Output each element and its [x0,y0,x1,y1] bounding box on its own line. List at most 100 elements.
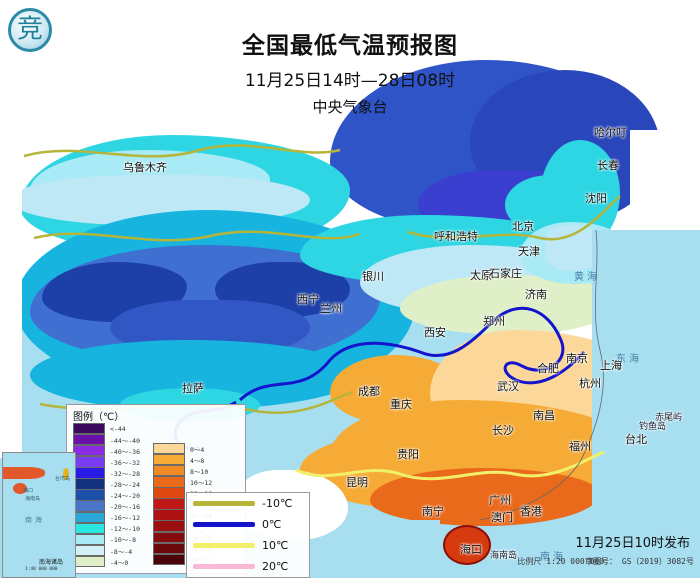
city-label: 西宁 [297,293,319,306]
contour-legend-row: 10℃ [187,535,309,556]
city-label: 上海 [600,359,622,372]
legend-range-label: 0～4 [190,445,205,454]
legend-swatch [73,500,105,512]
city-label: 成都 [358,385,380,398]
logo-ring [8,8,52,52]
field-hainan-red [443,525,491,565]
legend-cold-column: <-44 -44～-40 -40～-36 -36～-32 -32～-28 -28～-24 -… [73,422,140,568]
legend-swatch [153,542,185,555]
city-label: 石家庄 [489,267,522,280]
coastline [479,229,604,521]
legend-swatch [73,467,105,479]
legend-range-label: -44～-40 [110,436,140,445]
city-label: 乌鲁木齐 [123,161,167,174]
field-northchina-green [400,275,620,335]
contour-legend-line [193,564,255,569]
contour-minus10c-ne [407,195,621,241]
city-label: 兰州 [320,302,342,315]
contour-legend-label: 0℃ [262,518,282,531]
contour-legend-label: 20℃ [262,560,289,573]
city-label: 天津 [518,245,540,258]
legend-range-label: -8～-4 [110,547,133,556]
ocean-mask-nw [0,0,700,58]
legend-swatch [73,511,105,524]
contour-legend-line [193,501,255,506]
city-label: 合肥 [537,362,559,375]
legend-row: 10～12 [153,476,213,488]
legend-row: -10～-8 [73,533,140,546]
inset-hainan-land [13,483,27,494]
contour-legend-row: 0℃ [187,514,309,535]
legend-swatch [153,498,185,510]
legend-row: 8～10 [153,464,212,477]
contour-minus10c-plateau [33,230,361,242]
contour-legend-row: 20℃ [187,556,309,577]
legend-title: 图例（℃） [73,412,125,423]
legend-swatch [153,531,185,544]
contour-legend: -10℃ 0℃ 10℃ 20℃ [186,492,310,578]
city-label: 银川 [362,270,384,283]
city-label: 济南 [525,288,547,301]
city-label: 南京 [566,352,588,365]
legend-range-label: -12～-10 [110,525,140,534]
map-approval-number: 审图号： GS（2019）3082号 [585,557,694,566]
legend-range-label: -40～-36 [110,447,140,456]
city-label: 重庆 [390,398,412,411]
inset-scale: 1:40 000 000 [25,567,58,572]
legend-swatch [73,433,105,446]
city-label: 广州 [489,494,511,507]
legend-range-label: 10～12 [190,478,213,487]
city-label: 海口 [460,543,482,556]
inset-place-label: 海口 [23,488,34,494]
legend-swatch [73,522,105,535]
legend-row: 4～8 [153,453,212,466]
legend-row: -28～-24 [73,478,140,490]
china-news-service-logo: 竞 [8,8,52,52]
islet-label: 赤尾屿 [655,413,683,423]
city-label: 拉萨 [182,382,204,395]
city-label: 长沙 [492,424,514,437]
legend-swatch [73,489,105,501]
city-label: 西安 [424,326,446,339]
city-label: 呼和浩特 [434,230,478,243]
legend-range-label: <-44 [110,424,126,433]
sea-label: 东海 [616,354,642,365]
city-label: 福州 [569,440,591,453]
legend-row: -32～-28 [73,467,140,479]
contour-legend-line [193,522,255,527]
city-label: 杭州 [579,377,601,390]
legend-row: -4～0 [73,555,140,568]
contour-legend-row: -10℃ [187,493,309,514]
legend-swatch [153,476,185,488]
legend-swatch [73,444,105,457]
city-label: 哈尔叮 [594,126,627,139]
city-label: 北京 [512,220,534,233]
legend-row: -36～-32 [73,456,140,468]
legend-range-label: 4～8 [190,456,205,465]
legend-range-label: -24～-20 [110,492,140,501]
city-label: 台北 [625,433,647,446]
legend-swatch [153,487,185,499]
city-label: 香港 [520,505,542,518]
city-label: 武汉 [497,380,519,393]
city-label: 贵阳 [397,448,419,461]
legend-row: -8～-4 [73,544,140,557]
city-label: 太原 [470,269,492,282]
city-label: 澳门 [491,511,513,524]
legend-range-label: -16～-12 [110,514,140,523]
legend-row: -16～-12 [73,511,140,524]
inset-place-label: 海南岛 [25,496,41,502]
legend-swatch [153,464,185,477]
legend-swatch [153,442,185,455]
ocean-mask-left [0,58,22,458]
legend-row: -44～-40 [73,433,140,446]
sea-label: 黄海 [574,272,600,283]
legend-row: -12～-10 [73,522,140,535]
inset-sea-label: 南海 [25,516,45,524]
city-label: 长春 [597,159,619,172]
legend-swatch [73,422,105,435]
legend-row: -24～-20 [73,489,140,501]
legend-range-label: -10～-8 [110,536,137,545]
contour-legend-label: 10℃ [262,539,289,552]
